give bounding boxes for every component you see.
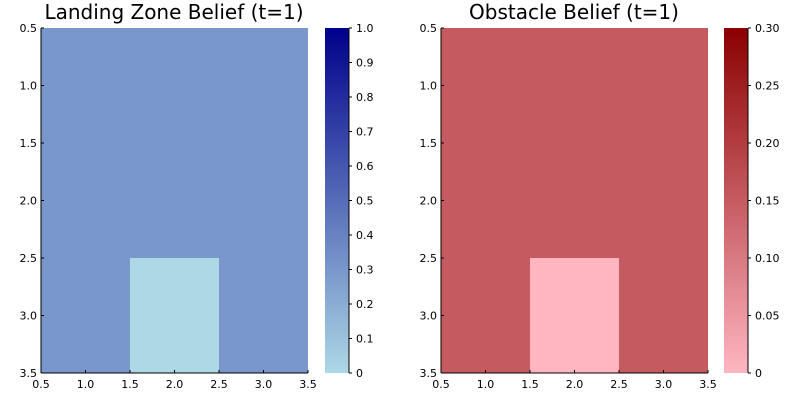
heatmap-cell	[130, 28, 219, 144]
y-tick-label: 2.0	[20, 195, 38, 208]
heatmap-cell	[619, 143, 708, 259]
heatmap-cell	[130, 258, 219, 374]
colorbar-tick-label: 0.3	[356, 264, 374, 277]
x-axis: 0.5 1.0 1.5 2.0 2.5 3.0 3.5	[432, 370, 717, 391]
heatmap-cell	[441, 143, 530, 259]
heatmap-cell	[219, 28, 308, 144]
heatmap-cell	[441, 28, 530, 144]
x-tick-label: 1.0	[77, 378, 95, 391]
heatmap-cell	[130, 143, 219, 259]
heatmap-cells	[441, 28, 708, 374]
heatmap-cells	[41, 28, 308, 374]
colorbar-tick-label: 0.5	[356, 195, 374, 208]
colorbar-tick-label: 0.1	[356, 333, 374, 346]
x-axis: 0.5 1.0 1.5 2.0 2.5 3.0 3.5	[32, 370, 317, 391]
y-tick-label: 1.0	[420, 80, 438, 93]
panel-landing-zone: Landing Zone Belief (t=1) 0.5 1.0 1.5 2.0 2.…	[20, 0, 374, 391]
y-tick-label: 1.5	[420, 137, 438, 150]
colorbar-tick-label: 0.2	[356, 298, 374, 311]
y-axis: 0.5 1.0 1.5 2.0 2.5 3.0 3.5	[20, 22, 44, 380]
heatmap-cell	[41, 28, 130, 144]
colorbar-tick-label: 1.0	[356, 22, 374, 35]
colorbar-tick-label: 0.4	[356, 229, 374, 242]
x-tick-label: 1.0	[477, 378, 495, 391]
colorbar-tick-label: 0	[755, 367, 762, 380]
y-tick-label: 0.5	[420, 22, 438, 35]
heatmap-cell	[530, 28, 619, 144]
colorbar-tick-label: 0.25	[755, 80, 780, 93]
y-tick-label: 3.5	[420, 367, 438, 380]
heatmap-cell	[441, 258, 530, 374]
y-tick-label: 2.0	[420, 195, 438, 208]
colorbar-gradient	[325, 28, 349, 373]
y-tick-label: 3.0	[420, 310, 438, 323]
y-tick-label: 0.5	[20, 22, 38, 35]
heatmap-cell	[219, 143, 308, 259]
heatmap-cell	[219, 258, 308, 374]
x-tick-label: 3.5	[699, 378, 717, 391]
colorbar-tick-label: 0.7	[356, 126, 374, 139]
colorbar-tick-label: 0.6	[356, 160, 374, 173]
x-tick-label: 2.5	[610, 378, 628, 391]
x-tick-label: 1.5	[521, 378, 539, 391]
panel-obstacle: Obstacle Belief (t=1) 0.5 1.0 1.5 2.0 2.5 3.0…	[420, 0, 780, 391]
colorbar-tick-label: 0.10	[755, 252, 780, 265]
x-tick-label: 3.0	[255, 378, 273, 391]
heatmap-cell	[41, 143, 130, 259]
y-tick-label: 1.5	[20, 137, 38, 150]
y-tick-label: 1.0	[20, 80, 38, 93]
heatmap-cell	[530, 143, 619, 259]
colorbar-tick-label: 0.9	[356, 57, 374, 70]
colorbar-gradient	[724, 28, 748, 373]
y-axis: 0.5 1.0 1.5 2.0 2.5 3.0 3.5	[420, 22, 444, 380]
x-tick-label: 2.0	[166, 378, 184, 391]
colorbar-tick-label: 0.8	[356, 91, 374, 104]
colorbar-tick-label: 0.05	[755, 310, 780, 323]
colorbar-tick-label: 0.30	[755, 22, 780, 35]
colorbar-tick-label: 0.20	[755, 137, 780, 150]
heatmap-cell	[530, 258, 619, 374]
heatmap-cell	[619, 258, 708, 374]
y-tick-label: 2.5	[20, 252, 38, 265]
heatmap-cell	[41, 258, 130, 374]
x-tick-label: 3.5	[299, 378, 317, 391]
x-tick-label: 3.0	[655, 378, 673, 391]
y-tick-label: 2.5	[420, 252, 438, 265]
colorbar-tick-label: 0.15	[755, 195, 780, 208]
y-tick-label: 3.5	[20, 367, 38, 380]
x-tick-label: 0.5	[32, 378, 50, 391]
y-tick-label: 3.0	[20, 310, 38, 323]
colorbar: 0 0.05 0.10 0.15 0.20 0.25 0.30	[724, 22, 780, 380]
x-tick-label: 2.5	[210, 378, 228, 391]
colorbar-tick-label: 0	[356, 367, 363, 380]
x-tick-label: 2.0	[566, 378, 584, 391]
chart-title: Obstacle Belief (t=1)	[469, 0, 679, 24]
heatmap-cell	[619, 28, 708, 144]
x-tick-label: 1.5	[121, 378, 139, 391]
colorbar: 0 0.1 0.2 0.3 0.4 0.5 0.6 0.7 0.8 0.9 1.0	[325, 22, 374, 380]
x-tick-label: 0.5	[432, 378, 450, 391]
chart-title: Landing Zone Belief (t=1)	[44, 0, 303, 24]
